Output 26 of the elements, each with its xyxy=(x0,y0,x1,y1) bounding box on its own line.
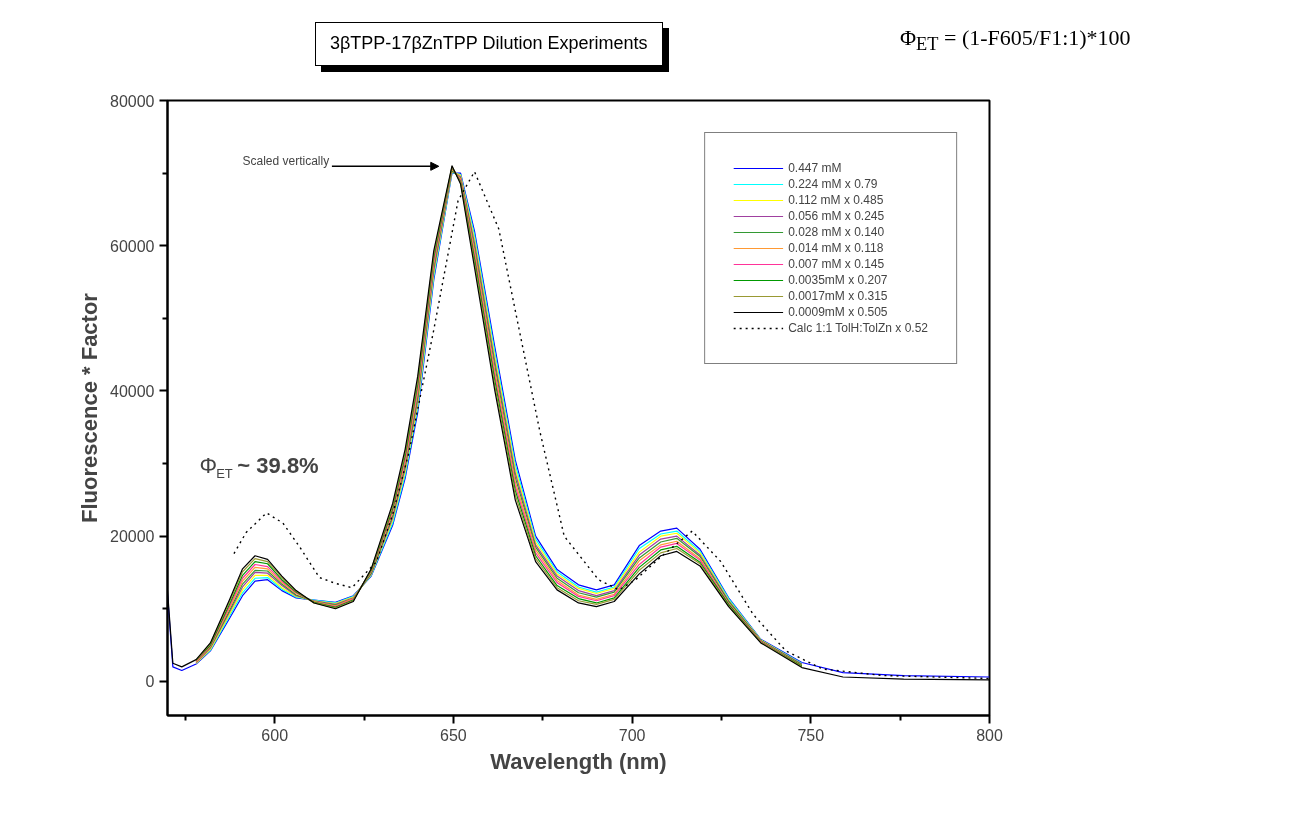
y-tick-label: 60000 xyxy=(110,237,155,255)
y-tick-label: 80000 xyxy=(110,92,155,110)
y-tick-label: 20000 xyxy=(110,528,155,546)
y-tick-label: 0 xyxy=(145,673,155,691)
chart-title: 3βTPP-17βZnTPP Dilution Experiments xyxy=(315,22,663,66)
x-tick-label: 650 xyxy=(440,726,467,744)
x-axis-title: Wavelength (nm) xyxy=(490,748,667,774)
text: Φ$_{ET}$ = (1-F605/F1:1)*100 xyxy=(900,24,1131,57)
legend-label: 0.112 mM x 0.485 xyxy=(788,193,884,207)
legend-label: 0.028 mM x 0.140 xyxy=(788,225,885,239)
legend-label: 0.0009mM x 0.505 xyxy=(788,305,888,319)
legend-label: 0.056 mM x 0.245 xyxy=(788,209,885,223)
legend-label: 0.447 mM xyxy=(788,161,842,175)
x-tick-label: 750 xyxy=(797,726,825,744)
y-axis-title: Fluorescence * Factor xyxy=(77,292,103,523)
legend-label: 0.007 mM x 0.145 xyxy=(788,257,885,271)
legend-label: 0.0017mM x 0.315 xyxy=(788,289,888,303)
legend-label: Calc 1:1 TolH:TolZn x 0.52 xyxy=(788,321,928,335)
x-tick-label: 800 xyxy=(976,726,1003,744)
legend-label: 0.0035mM x 0.207 xyxy=(788,273,888,287)
annotation: Scaled vertically xyxy=(242,153,330,168)
y-tick-label: 40000 xyxy=(110,382,155,400)
x-tick-label: 600 xyxy=(261,726,289,744)
legend-label: 0.224 mM x 0.79 xyxy=(788,177,878,191)
x-tick-label: 700 xyxy=(618,726,646,744)
legend-label: 0.014 mM x 0.118 xyxy=(788,241,884,255)
